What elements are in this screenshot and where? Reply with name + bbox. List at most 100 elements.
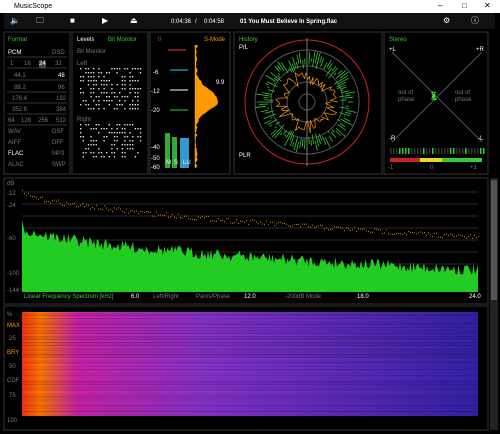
phase-tick xyxy=(441,148,443,154)
bit-dot xyxy=(87,108,90,110)
stereo-dot xyxy=(432,98,434,100)
spectrogram-row xyxy=(22,346,478,348)
bit-dot xyxy=(113,92,116,94)
phase-tick xyxy=(429,148,431,154)
bit-dot xyxy=(116,68,118,70)
bit-dot xyxy=(103,156,105,158)
history-spike xyxy=(288,60,295,73)
spectrum-peak xyxy=(176,217,177,219)
history-spike xyxy=(336,81,347,88)
spectrum-peak xyxy=(116,208,117,210)
bit-dot xyxy=(108,100,110,102)
spectrum-peak xyxy=(352,229,353,231)
meter-bar xyxy=(165,133,170,168)
history-spike xyxy=(264,110,274,114)
spectrum-mode[interactable]: Pan/s/Phase xyxy=(196,294,231,300)
bit-dot xyxy=(106,152,108,154)
stop-button[interactable]: ■ xyxy=(70,16,75,25)
spectrum-peak xyxy=(276,223,277,225)
settings-button[interactable]: ⚙ xyxy=(443,16,451,25)
history-spike xyxy=(262,92,272,95)
spectrum-peak xyxy=(94,208,95,210)
spectrogram-row xyxy=(22,396,478,397)
bit-dot xyxy=(126,68,129,70)
spectrum-peak xyxy=(362,228,363,230)
spectrogram-row xyxy=(22,316,478,318)
bit-dot xyxy=(111,84,113,86)
spectrum-peak xyxy=(226,218,227,220)
panel-title: Format xyxy=(8,37,28,43)
bit-dot xyxy=(116,128,118,130)
spectrum-peak xyxy=(74,202,75,204)
minimize[interactable]: – xyxy=(438,1,443,10)
history-spike xyxy=(267,119,278,126)
spectrum-peak xyxy=(268,224,269,226)
spectrogram-row xyxy=(22,373,478,375)
volume-button[interactable]: 🔈 xyxy=(10,16,20,25)
bit-dot xyxy=(95,140,97,142)
history-spike xyxy=(275,121,280,125)
spectrogram-row xyxy=(22,367,478,369)
history-spike xyxy=(274,66,280,72)
spectrogram-scale: % xyxy=(7,312,13,318)
spectrum-peak xyxy=(402,233,403,235)
history-spike xyxy=(277,75,281,78)
sample-rate: 384 xyxy=(56,107,67,113)
spectrogram-row xyxy=(22,349,478,351)
bit-dot xyxy=(113,144,116,146)
spectrum-peak xyxy=(32,196,33,198)
spectrogram-row xyxy=(22,360,478,361)
history-spike xyxy=(270,129,277,135)
maximize[interactable]: □ xyxy=(462,1,467,10)
spectrogram-row xyxy=(22,352,478,354)
history-spike xyxy=(340,86,347,90)
bit-dot xyxy=(121,156,123,158)
spectrum-area xyxy=(22,220,478,292)
history-spike xyxy=(336,84,346,90)
bit-dot xyxy=(90,136,92,138)
spectrum-mode[interactable]: -200dB Mode xyxy=(285,294,322,300)
spectrogram-row xyxy=(22,412,478,414)
history-spike xyxy=(266,86,270,88)
sample-rate: 48 xyxy=(58,73,65,79)
bit-dot xyxy=(100,80,103,82)
phase-tick xyxy=(450,148,452,154)
open-button[interactable]: 🗀 xyxy=(36,16,44,25)
bit-dot xyxy=(137,100,139,102)
bit-dot xyxy=(116,72,118,74)
spectrum-mode[interactable]: Left/Right xyxy=(153,294,179,300)
spectrum-peak xyxy=(348,228,349,230)
spectrum-peak xyxy=(34,196,35,198)
history-spike xyxy=(343,117,351,122)
history-bottom: PLR xyxy=(239,153,251,159)
bit-dot xyxy=(87,72,90,74)
spectrum-peak xyxy=(330,228,331,230)
spectrum-peak xyxy=(466,237,467,239)
bit-dot xyxy=(121,152,123,154)
eject-button[interactable]: ⏏ xyxy=(130,16,138,25)
spectrum-peak xyxy=(122,210,123,212)
spectrum-peak xyxy=(218,218,219,220)
spectrum-peak xyxy=(36,197,37,199)
bit-dot xyxy=(139,132,142,134)
spectrum-peak xyxy=(326,227,327,229)
spectrogram-row xyxy=(22,381,478,382)
spectrum-peak xyxy=(356,231,357,233)
spectrum-peak xyxy=(342,227,343,229)
spectrum-peak xyxy=(344,230,345,232)
bit-dot xyxy=(132,80,134,82)
play-button[interactable]: ▶ xyxy=(102,16,109,25)
spectrogram-scale: BRY xyxy=(7,350,20,356)
spectrum-peak xyxy=(416,233,417,235)
bit-dot xyxy=(126,96,129,98)
spectrum-peak xyxy=(224,221,225,223)
bit-dot xyxy=(116,104,118,106)
history-spike xyxy=(315,52,321,69)
bit-dot xyxy=(129,140,131,142)
spectrogram-row xyxy=(22,318,478,319)
bit-dot xyxy=(126,144,129,146)
info-button[interactable]: ⓘ xyxy=(471,16,479,25)
close[interactable]: ✕ xyxy=(484,1,491,10)
spectrum-peak xyxy=(164,214,165,216)
bit-dot xyxy=(119,92,121,94)
